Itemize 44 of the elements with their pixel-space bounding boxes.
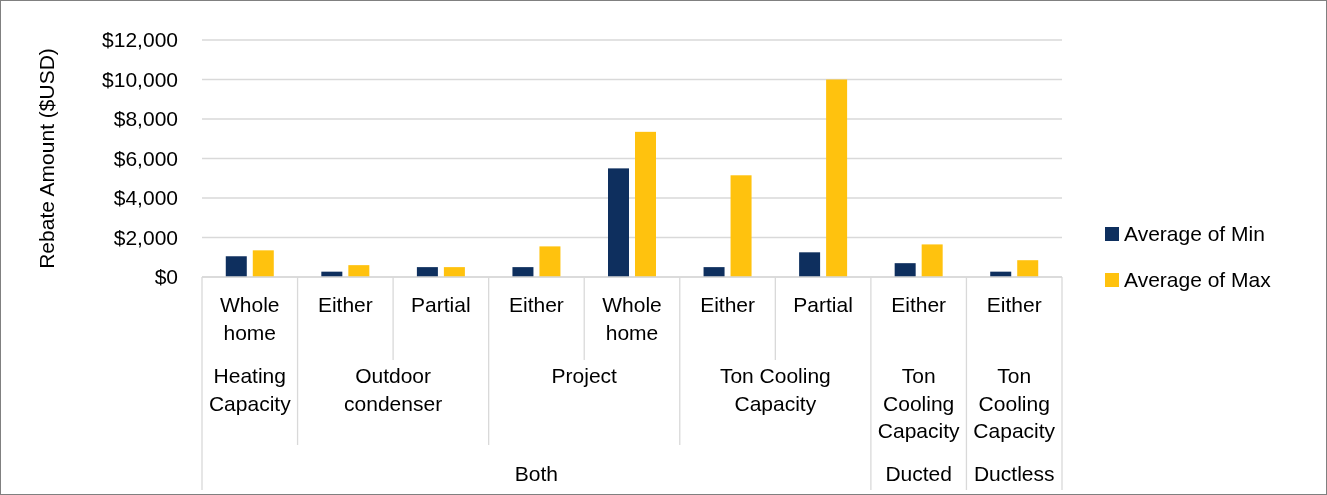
y-tick-label: $12,000: [102, 28, 178, 52]
y-axis-title: Rebate Amount ($USD): [35, 48, 59, 269]
bar: [921, 244, 943, 277]
bar: [443, 267, 465, 277]
bar: [416, 267, 438, 277]
text: Project: [551, 364, 618, 388]
bar: [799, 252, 821, 277]
y-tick-label: $2,000: [113, 225, 178, 249]
y-tick-label: $8,000: [113, 107, 178, 131]
text: Outdoor condenser: [344, 364, 443, 415]
y-tick-label: $0: [154, 265, 178, 289]
text: Ton Cooling Capacity: [719, 364, 831, 415]
text: Heating Capacity: [208, 364, 292, 415]
bar: [512, 267, 534, 277]
x-tick-label: Whole home: [220, 293, 280, 344]
x-tick-label: Whole home: [602, 293, 662, 344]
x-tick-label: Either: [317, 293, 373, 317]
bar: [539, 246, 561, 277]
x-tick-label: Either: [891, 293, 947, 317]
y-tick-label: $6,000: [113, 146, 178, 170]
bar: [635, 131, 656, 277]
text: Ton Cooling Capacity: [973, 364, 1056, 442]
bar: [225, 256, 247, 277]
text: Ducted: [885, 462, 952, 486]
text: Ductless: [973, 462, 1055, 486]
bar: [252, 250, 274, 277]
text: Ton Cooling Capacity: [877, 364, 961, 442]
legend-label: Average of Min: [1124, 222, 1265, 246]
x-tick-label: Partial: [411, 293, 471, 317]
bar: [894, 263, 916, 277]
y-tick-label: $10,000: [102, 67, 178, 91]
x-tick-label: Either: [986, 293, 1042, 317]
bar: [608, 168, 629, 277]
x-tick-label: Either: [509, 293, 564, 317]
y-tick-label: $4,000: [113, 186, 178, 210]
bar: [730, 175, 752, 277]
x-tick-label: Either: [700, 293, 755, 317]
legend-label: Average of Max: [1124, 268, 1272, 292]
bar: [826, 79, 848, 277]
bar: [703, 267, 725, 277]
text: Both: [514, 462, 559, 486]
bar: [1017, 260, 1039, 277]
x-tick-label: Partial: [793, 293, 853, 317]
bar: [348, 265, 370, 277]
